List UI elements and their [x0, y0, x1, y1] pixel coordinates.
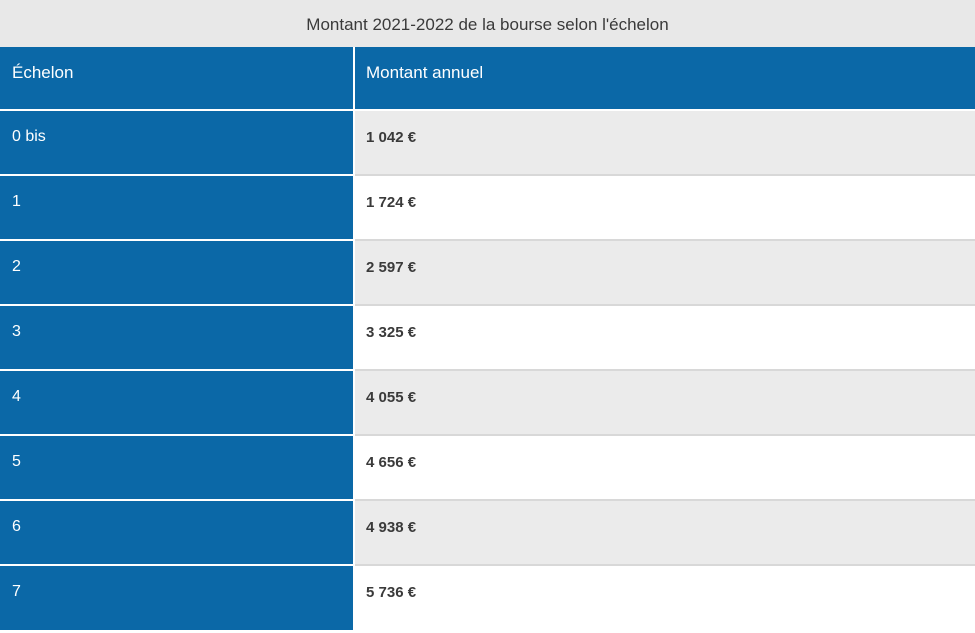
bourse-amount-table: Échelon Montant annuel 0 bis 1 042 € 1 1…: [0, 47, 975, 630]
table-row: 1 1 724 €: [0, 174, 975, 240]
table-caption: Montant 2021-2022 de la bourse selon l'é…: [0, 0, 975, 47]
montant-cell: 4 055 €: [354, 369, 975, 435]
echelon-cell: 5: [0, 434, 355, 500]
montant-cell: 2 597 €: [354, 239, 975, 305]
echelon-cell: 7: [0, 564, 355, 630]
echelon-cell: 2: [0, 239, 355, 305]
table-row: 7 5 736 €: [0, 564, 975, 630]
montant-cell: 1 724 €: [354, 174, 975, 240]
montant-cell: 4 938 €: [354, 499, 975, 565]
header-montant-annuel: Montant annuel: [354, 47, 975, 110]
montant-cell: 3 325 €: [354, 304, 975, 370]
montant-cell: 5 736 €: [354, 564, 975, 630]
table-row: 2 2 597 €: [0, 239, 975, 305]
montant-cell: 4 656 €: [354, 434, 975, 500]
echelon-cell: 4: [0, 369, 355, 435]
montant-cell: 1 042 €: [354, 109, 975, 175]
echelon-cell: 3: [0, 304, 355, 370]
header-echelon: Échelon: [0, 47, 355, 110]
table-row: 0 bis 1 042 €: [0, 109, 975, 175]
table-row: 3 3 325 €: [0, 304, 975, 370]
echelon-cell: 6: [0, 499, 355, 565]
echelon-cell: 1: [0, 174, 355, 240]
echelon-cell: 0 bis: [0, 109, 355, 175]
table-row: 4 4 055 €: [0, 369, 975, 435]
table-row: 6 4 938 €: [0, 499, 975, 565]
table-row: 5 4 656 €: [0, 434, 975, 500]
table-header-row: Échelon Montant annuel: [0, 47, 975, 110]
